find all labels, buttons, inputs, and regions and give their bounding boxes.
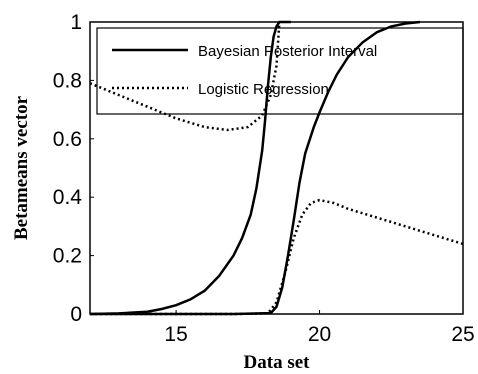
y-tick-label: 0 (70, 303, 82, 326)
legend-label-bayesian: Bayesian Posterior Interval (198, 43, 377, 60)
y-tick-label: 0.8 (53, 69, 82, 92)
x-tick-label: 15 (164, 323, 187, 346)
legend: Bayesian Posterior Interval Logistic Reg… (96, 27, 464, 115)
y-tick-label: 0.6 (53, 128, 82, 151)
y-tick-label: 1 (70, 11, 82, 34)
x-tick-label: 20 (308, 323, 331, 346)
series-line-bayesian-0 (89, 20, 291, 316)
legend-label-logistic: Logistic Regression (198, 81, 329, 98)
y-tick-label: 0.2 (53, 245, 82, 268)
y-axis-label: Betameans vector (11, 95, 32, 240)
axis-ticks: 15 20 25 0 0.2 0.4 0.6 0.8 1 (53, 11, 475, 346)
series-line-bayesian-1 (90, 20, 421, 316)
legend-box (96, 27, 464, 115)
series-line-logistic-3 (90, 198, 464, 316)
y-tick-label: 0.4 (53, 186, 83, 209)
x-axis-label: Data set (244, 352, 311, 373)
series-line-logistic-2 (89, 21, 281, 132)
plot-lines (89, 20, 464, 316)
plot-frame (89, 21, 464, 315)
x-tick-label: 25 (451, 323, 474, 346)
